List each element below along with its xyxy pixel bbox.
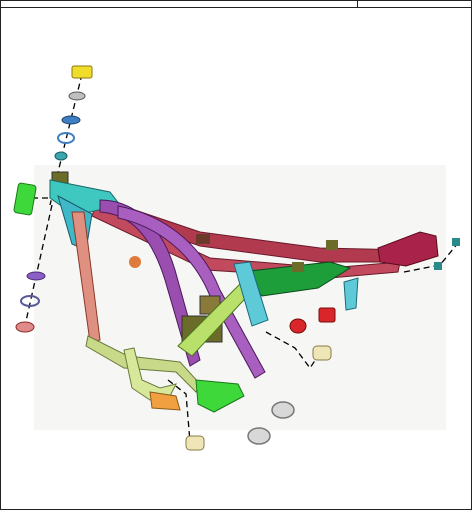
footrest-plate bbox=[195, 379, 245, 413]
red-cap-part bbox=[289, 318, 307, 334]
lower-washer-part bbox=[247, 427, 271, 445]
lower-stem-leader-line bbox=[23, 204, 53, 331]
bearing-part bbox=[61, 115, 81, 125]
loose-parts bbox=[185, 238, 460, 451]
seat-bracket bbox=[377, 231, 439, 267]
bushing-leader-line bbox=[265, 331, 319, 370]
lower-cradle bbox=[85, 335, 201, 393]
rear-cyan-bracket bbox=[343, 277, 359, 311]
header-line bbox=[1, 7, 471, 8]
top-nut-part bbox=[71, 65, 93, 79]
lower-race-part bbox=[20, 295, 40, 307]
rear-bolt-upper-part bbox=[452, 238, 460, 246]
cradle-loop bbox=[123, 347, 177, 401]
right-down-tube bbox=[117, 205, 266, 379]
side-plate-part bbox=[13, 182, 37, 216]
side-boss bbox=[129, 256, 141, 268]
lower-mount-plate bbox=[149, 391, 181, 411]
main-frame bbox=[49, 179, 439, 413]
rear-bolt-lower-part bbox=[434, 262, 442, 270]
seal-part bbox=[54, 151, 68, 161]
steering-stem-parts bbox=[13, 65, 93, 333]
rear-cyan-strut bbox=[233, 261, 269, 327]
lower-bushing-part bbox=[185, 435, 205, 451]
race-part bbox=[57, 132, 75, 144]
fitting-2 bbox=[292, 262, 304, 272]
lower-bearing-part bbox=[26, 271, 46, 281]
lower-seal-part bbox=[15, 321, 35, 333]
red-block-part bbox=[318, 307, 336, 323]
washer-part bbox=[68, 91, 86, 101]
front-down-tube bbox=[71, 211, 101, 343]
fitting-1 bbox=[196, 234, 210, 244]
bushing-part bbox=[312, 345, 332, 361]
fitting-3 bbox=[326, 240, 338, 250]
upper-washer-part bbox=[271, 401, 295, 419]
rear-bolt-leader-line bbox=[403, 242, 459, 273]
header-divider bbox=[357, 1, 358, 7]
lower-bushing-leader-line bbox=[167, 379, 201, 444]
